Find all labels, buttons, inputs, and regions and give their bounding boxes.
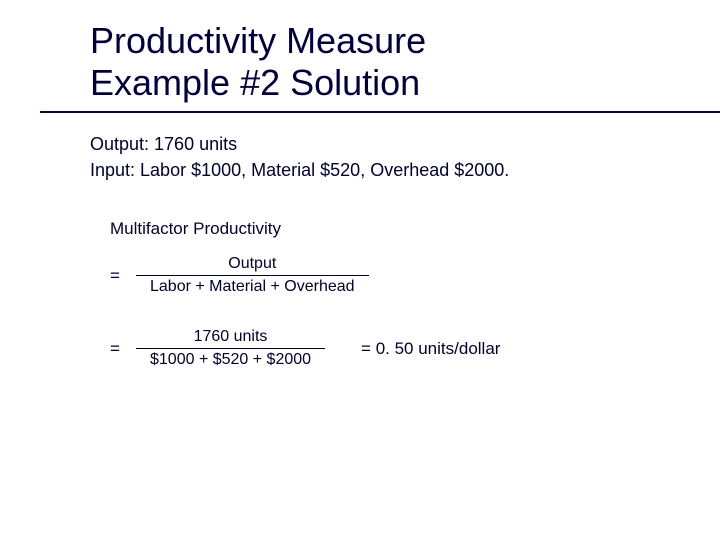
formula-row-1: = Output Labor + Material + Overhead bbox=[110, 253, 680, 298]
title-line-2: Example #2 Solution bbox=[90, 62, 420, 103]
output-line: Output: 1760 units bbox=[90, 131, 680, 157]
body-text: Output: 1760 units Input: Labor $1000, M… bbox=[90, 131, 680, 183]
input-line: Input: Labor $1000, Material $520, Overh… bbox=[90, 157, 680, 183]
title-line-1: Productivity Measure bbox=[90, 20, 426, 61]
fraction-1: Output Labor + Material + Overhead bbox=[136, 253, 369, 298]
title-underline bbox=[40, 111, 720, 113]
formula-row-2: = 1760 units $1000 + $520 + $2000 = 0. 5… bbox=[110, 326, 680, 371]
fraction-1-denominator: Labor + Material + Overhead bbox=[136, 276, 369, 298]
fraction-2-denominator: $1000 + $520 + $2000 bbox=[136, 349, 325, 371]
slide: Productivity Measure Example #2 Solution… bbox=[0, 0, 720, 540]
section-label: Multifactor Productivity bbox=[110, 219, 680, 239]
fraction-2: 1760 units $1000 + $520 + $2000 bbox=[136, 326, 325, 371]
slide-title: Productivity Measure Example #2 Solution bbox=[90, 20, 680, 105]
fraction-2-numerator: 1760 units bbox=[180, 326, 282, 348]
equals-sign: = bbox=[110, 339, 136, 359]
formula-result: = 0. 50 units/dollar bbox=[361, 339, 500, 359]
fraction-1-numerator: Output bbox=[214, 253, 290, 275]
equals-sign: = bbox=[110, 266, 136, 286]
